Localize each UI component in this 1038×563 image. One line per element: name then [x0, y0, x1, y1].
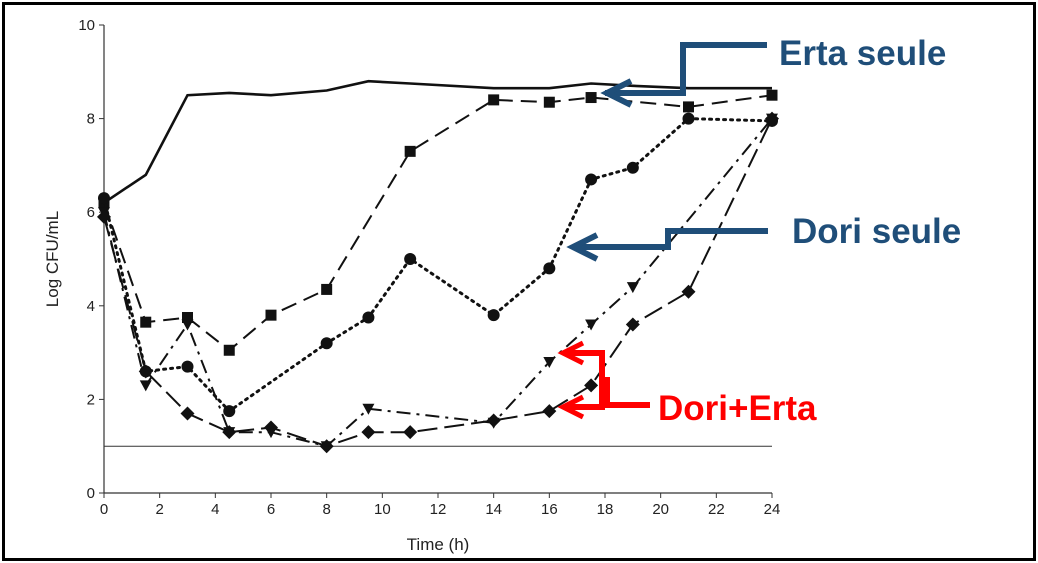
x-tick-label: 20 [652, 501, 669, 518]
x-tick-label: 14 [485, 501, 502, 518]
x-tick-label: 2 [155, 501, 163, 518]
dori-arrow [573, 228, 768, 250]
annotation-layer: Erta seule Dori seule Dori+Erta [557, 34, 961, 428]
x-tick-label: 10 [374, 501, 391, 518]
data-point-combo2 [222, 425, 237, 440]
series-line-combo1 [103, 117, 773, 448]
data-point-combo1 [585, 319, 598, 331]
data-point-combo2 [319, 439, 334, 454]
data-point-combo1 [362, 403, 375, 415]
x-tick-label: 12 [430, 501, 447, 518]
combo-arrow-head-2 [557, 394, 585, 420]
data-point-combo2 [584, 378, 599, 393]
data-point-combo2 [180, 406, 195, 421]
x-tick-label: 16 [541, 501, 558, 518]
data-point-combo1 [139, 380, 152, 392]
data-point-combo2 [486, 413, 501, 428]
data-point-dori [626, 161, 639, 174]
dori-arrow-head [566, 232, 599, 262]
series-control [103, 79, 772, 204]
x-tick-label: 6 [267, 501, 275, 518]
series-dori [98, 112, 778, 418]
data-point-combo2 [681, 284, 696, 299]
data-point-combo2 [97, 209, 111, 224]
data-point-dori [181, 360, 194, 373]
data-point-combo2 [765, 111, 779, 126]
data-point-erta [404, 145, 416, 157]
x-axis-label: Time (h) [407, 535, 470, 554]
data-point-dori [682, 112, 695, 125]
data-point-combo2 [542, 404, 557, 419]
combo-bracket [565, 350, 650, 410]
y-tick-label: 10 [78, 17, 95, 34]
series-combo2 [97, 111, 779, 454]
data-point-combo2 [361, 425, 376, 440]
data-point-erta [140, 316, 152, 328]
y-axis-label: Log CFU/mL [43, 211, 62, 307]
data-point-combo2 [403, 425, 418, 440]
data-point-dori [320, 337, 333, 350]
data-point-erta [766, 89, 778, 101]
data-point-combo1 [543, 356, 556, 368]
data-point-erta [223, 344, 235, 356]
series-erta [98, 89, 778, 356]
x-tick-label: 0 [100, 501, 108, 518]
combo-arrow-head-1 [557, 340, 585, 366]
x-tick-label: 4 [211, 501, 219, 518]
erta-label: Erta seule [779, 34, 946, 73]
y-tick-label: 2 [87, 391, 95, 408]
data-point-dori [362, 311, 375, 324]
series-line-combo2 [103, 118, 773, 448]
data-point-dori [487, 309, 500, 322]
series-line-control [103, 79, 772, 204]
erta-arrow-head [600, 78, 633, 108]
data-point-erta [321, 283, 333, 295]
data-point-dori [404, 253, 417, 265]
data-point-dori [543, 262, 556, 275]
y-tick-label: 0 [87, 485, 95, 502]
data-point-erta [585, 92, 597, 104]
data-point-dori [585, 173, 598, 186]
x-tick-label: 22 [708, 501, 725, 518]
x-tick-label: 18 [597, 501, 614, 518]
data-point-combo2 [625, 317, 640, 332]
y-tick-label: 8 [87, 111, 95, 128]
data-point-erta [488, 94, 500, 106]
data-point-erta [683, 101, 694, 113]
data-point-erta [182, 312, 193, 323]
series-line-erta [103, 94, 773, 352]
data-point-combo1 [181, 319, 194, 331]
y-tick-label: 6 [87, 204, 95, 221]
data-point-combo2 [138, 364, 153, 379]
data-point-combo2 [264, 420, 278, 435]
erta-arrow [605, 42, 767, 96]
data-point-dori [98, 192, 110, 205]
y-tick-label: 4 [87, 298, 95, 315]
data-point-erta [265, 309, 277, 321]
dori-label: Dori seule [792, 212, 961, 251]
data-point-combo1 [626, 282, 639, 294]
data-point-erta [543, 96, 555, 108]
x-tick-label: 8 [322, 501, 330, 518]
x-tick-label: 24 [764, 501, 781, 518]
combo-label: Dori+Erta [658, 389, 817, 428]
data-point-dori [223, 405, 236, 418]
